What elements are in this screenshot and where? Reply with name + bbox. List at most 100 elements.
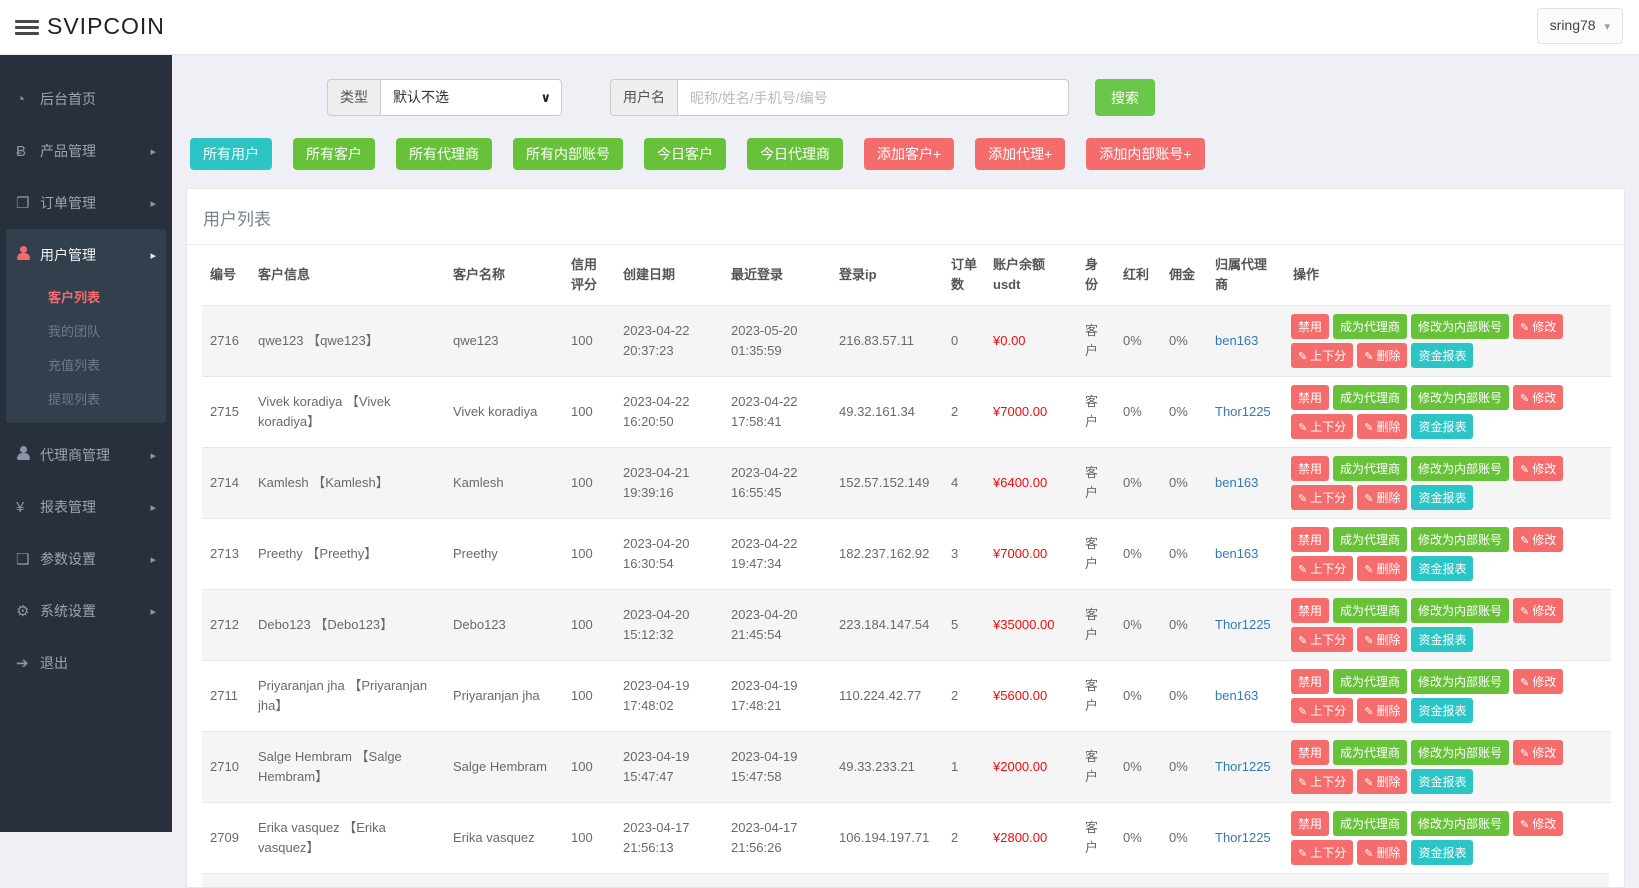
sidebar-item-dashboard[interactable]: ◔ 后台首页 [0,73,172,125]
today-customers-button[interactable]: 今日客户 [644,138,726,170]
sidebar-item-products[interactable]: Ƀ 产品管理 ▸ [0,125,172,177]
cell-balance: ¥7000.00 [985,376,1077,447]
to-internal-button[interactable]: 修改为内部账号 [1411,527,1509,552]
pencil-icon: ✎ [1364,493,1373,505]
to-internal-button[interactable]: 修改为内部账号 [1411,669,1509,694]
disable-button[interactable]: 禁用 [1291,456,1329,481]
cell-commission: 0% [1161,518,1207,589]
to-internal-button[interactable]: 修改为内部账号 [1411,598,1509,623]
cell-login-ip: 110.224.42.77 [831,660,943,731]
sidebar-item-orders[interactable]: ❐ 订单管理 ▸ [0,177,172,229]
all-internal-button[interactable]: 所有内部账号 [513,138,623,170]
agent-link[interactable]: ben163 [1207,660,1285,731]
delete-button[interactable]: ✎删除 [1357,556,1407,581]
disable-button[interactable]: 禁用 [1291,385,1329,410]
edit-button[interactable]: ✎修改 [1513,669,1563,694]
username-input[interactable] [677,79,1069,116]
table-row: 2710 Salge Hembram 【Salge Hembram】 Salge… [202,731,1611,802]
become-agent-button[interactable]: 成为代理商 [1333,527,1407,552]
today-agents-button[interactable]: 今日代理商 [747,138,843,170]
user-dropdown[interactable]: sring78 ▾ [1537,8,1623,44]
updown-button[interactable]: ✎上下分 [1291,627,1353,652]
table-row: 2712 Debo123 【Debo123】 Debo123 100 2023-… [202,589,1611,660]
agent-link[interactable]: ben163 [1207,305,1285,376]
agent-link[interactable]: ben163 [1207,447,1285,518]
sidebar-item-users[interactable]: 用户管理 ▸ [6,229,166,281]
agent-link[interactable]: Thor1225 [1207,589,1285,660]
agent-link[interactable]: Thor1225 [1207,802,1285,873]
updown-button[interactable]: ✎上下分 [1291,343,1353,368]
sidebar-subitem-recharge-list[interactable]: 充值列表 [6,349,166,383]
updown-button[interactable]: ✎上下分 [1291,840,1353,865]
disable-button[interactable]: 禁用 [1291,740,1329,765]
fund-report-button[interactable]: 资金报表 [1411,414,1473,439]
updown-button[interactable]: ✎上下分 [1291,698,1353,723]
edit-button[interactable]: ✎修改 [1513,740,1563,765]
sidebar-subitem-my-team[interactable]: 我的团队 [6,315,166,349]
delete-button[interactable]: ✎删除 [1357,414,1407,439]
cell-login-ip: 49.33.233.21 [831,731,943,802]
delete-button[interactable]: ✎删除 [1357,769,1407,794]
fund-report-button[interactable]: 资金报表 [1411,698,1473,723]
edit-button[interactable]: ✎修改 [1513,456,1563,481]
sidebar-subitem-customer-list[interactable]: 客户列表 [6,281,166,315]
updown-button[interactable]: ✎上下分 [1291,414,1353,439]
edit-button[interactable]: ✎修改 [1513,385,1563,410]
sidebar-item-logout[interactable]: ➔ 退出 [0,637,172,689]
fund-report-button[interactable]: 资金报表 [1411,769,1473,794]
become-agent-button[interactable]: 成为代理商 [1333,740,1407,765]
disable-button[interactable]: 禁用 [1291,598,1329,623]
become-agent-button[interactable]: 成为代理商 [1333,456,1407,481]
dashboard-icon: ◔ [16,91,40,108]
to-internal-button[interactable]: 修改为内部账号 [1411,740,1509,765]
add-agent-button[interactable]: 添加代理+ [975,138,1065,170]
fund-report-button[interactable]: 资金报表 [1411,343,1473,368]
disable-button[interactable]: 禁用 [1291,314,1329,339]
cell-customer-name: Priyaranjan jha [445,660,563,731]
agent-link[interactable]: Thor1225 [1207,731,1285,802]
all-users-button[interactable]: 所有用户 [190,138,272,170]
all-agents-button[interactable]: 所有代理商 [396,138,492,170]
to-internal-button[interactable]: 修改为内部账号 [1411,456,1509,481]
agent-link[interactable]: Thor1225 [1207,376,1285,447]
to-internal-button[interactable]: 修改为内部账号 [1411,314,1509,339]
delete-button[interactable]: ✎删除 [1357,627,1407,652]
delete-button[interactable]: ✎删除 [1357,485,1407,510]
search-button[interactable]: 搜索 [1095,79,1155,116]
add-internal-button[interactable]: 添加内部账号+ [1086,138,1204,170]
delete-button[interactable]: ✎删除 [1357,343,1407,368]
cell-actions: 禁用成为代理商修改为内部账号✎修改 ✎上下分✎删除资金报表 [1285,660,1611,731]
fund-report-button[interactable]: 资金报表 [1411,556,1473,581]
edit-button[interactable]: ✎修改 [1513,314,1563,339]
updown-button[interactable]: ✎上下分 [1291,485,1353,510]
agent-link[interactable]: ben163 [1207,518,1285,589]
updown-button[interactable]: ✎上下分 [1291,556,1353,581]
become-agent-button[interactable]: 成为代理商 [1333,669,1407,694]
add-customer-button[interactable]: 添加客户+ [864,138,954,170]
cell-login-ip: 152.57.152.149 [831,447,943,518]
become-agent-button[interactable]: 成为代理商 [1333,598,1407,623]
delete-button[interactable]: ✎删除 [1357,840,1407,865]
edit-button[interactable]: ✎修改 [1513,598,1563,623]
sidebar-item-system[interactable]: ⚙ 系统设置 ▸ [0,585,172,637]
disable-button[interactable]: 禁用 [1291,669,1329,694]
become-agent-button[interactable]: 成为代理商 [1333,385,1407,410]
sidebar-subitem-withdraw-list[interactable]: 提现列表 [6,383,166,417]
type-select[interactable]: 默认不选 ∨ [380,79,562,116]
to-internal-button[interactable]: 修改为内部账号 [1411,385,1509,410]
sidebar-item-reports[interactable]: ¥ 报表管理 ▸ [0,481,172,533]
fund-report-button[interactable]: 资金报表 [1411,627,1473,652]
menu-toggle-icon[interactable] [15,20,39,36]
sidebar-item-params[interactable]: ❏ 参数设置 ▸ [0,533,172,585]
fund-report-button[interactable]: 资金报表 [1411,840,1473,865]
delete-button[interactable]: ✎删除 [1357,698,1407,723]
cell-order-count: 1 [943,731,985,802]
all-customers-button[interactable]: 所有客户 [293,138,375,170]
updown-button[interactable]: ✎上下分 [1291,769,1353,794]
edit-button[interactable]: ✎修改 [1513,527,1563,552]
disable-button[interactable]: 禁用 [1291,527,1329,552]
sidebar-item-label: 系统设置 [40,601,96,621]
fund-report-button[interactable]: 资金报表 [1411,485,1473,510]
sidebar-item-agents[interactable]: 代理商管理 ▸ [0,429,172,481]
become-agent-button[interactable]: 成为代理商 [1333,314,1407,339]
